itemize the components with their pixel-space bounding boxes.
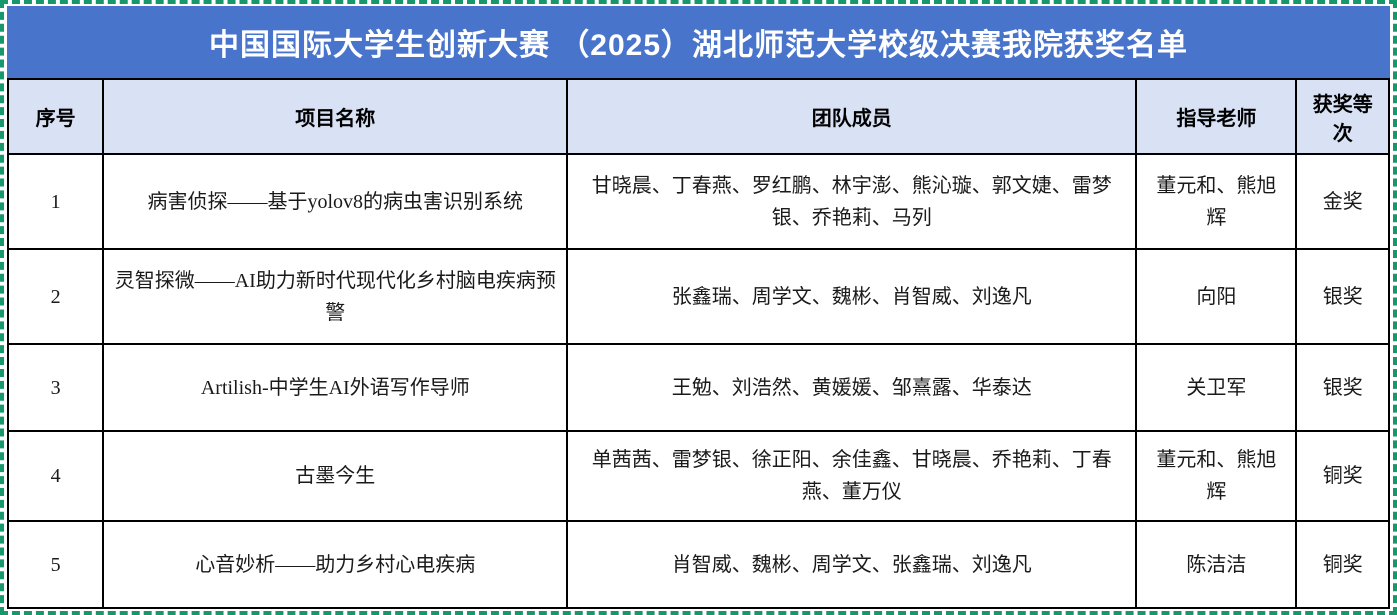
- cell-advisor: 董元和、熊旭辉: [1135, 153, 1298, 250]
- cell-award: 铜奖: [1295, 430, 1390, 522]
- award-table: 序号 项目名称 团队成员 指导老师 获奖等次 1 病害侦探——基于yolov8的…: [6, 78, 1390, 609]
- cell-no: 5: [6, 520, 105, 609]
- cell-project: 灵智探微——AI助力新时代现代化乡村脑电疾病预警: [102, 248, 569, 345]
- table-row: 3 Artilish-中学生AI外语写作导师 王勉、刘浩然、黄媛媛、邹熹露、华泰…: [6, 343, 1390, 432]
- cell-project: 心音妙析——助力乡村心电疾病: [102, 520, 569, 609]
- column-header-advisor: 指导老师: [1135, 78, 1298, 155]
- table-row: 5 心音妙析——助力乡村心电疾病 肖智威、魏彬、周学文、张鑫瑞、刘逸凡 陈洁洁 …: [6, 520, 1390, 609]
- column-header-no: 序号: [6, 78, 105, 155]
- cell-members: 单茜茜、雷梦银、徐正阳、余佳鑫、甘晓晨、乔艳莉、丁春燕、董万仪: [566, 430, 1138, 522]
- cell-project: Artilish-中学生AI外语写作导师: [102, 343, 569, 432]
- cell-project: 古墨今生: [102, 430, 569, 522]
- cell-award: 金奖: [1295, 153, 1390, 250]
- cell-award: 铜奖: [1295, 520, 1390, 609]
- cell-advisor: 关卫军: [1135, 343, 1298, 432]
- cell-no: 2: [6, 248, 105, 345]
- cell-no: 3: [6, 343, 105, 432]
- cell-members: 肖智威、魏彬、周学文、张鑫瑞、刘逸凡: [566, 520, 1138, 609]
- cell-no: 1: [6, 153, 105, 250]
- column-header-members: 团队成员: [566, 78, 1138, 155]
- cell-project: 病害侦探——基于yolov8的病虫害识别系统: [102, 153, 569, 250]
- header-row: 序号 项目名称 团队成员 指导老师 获奖等次: [6, 78, 1390, 155]
- table-row: 2 灵智探微——AI助力新时代现代化乡村脑电疾病预警 张鑫瑞、周学文、魏彬、肖智…: [6, 248, 1390, 345]
- column-header-project: 项目名称: [102, 78, 569, 155]
- cell-advisor: 陈洁洁: [1135, 520, 1298, 609]
- table-row: 1 病害侦探——基于yolov8的病虫害识别系统 甘晓晨、丁春燕、罗红鹏、林宇澎…: [6, 153, 1390, 250]
- cell-no: 4: [6, 430, 105, 522]
- cell-members: 张鑫瑞、周学文、魏彬、肖智威、刘逸凡: [566, 248, 1138, 345]
- cell-advisor: 董元和、熊旭辉: [1135, 430, 1298, 522]
- table-row: 4 古墨今生 单茜茜、雷梦银、徐正阳、余佳鑫、甘晓晨、乔艳莉、丁春燕、董万仪 董…: [6, 430, 1390, 522]
- cell-members: 王勉、刘浩然、黄媛媛、邹熹露、华泰达: [566, 343, 1138, 432]
- cell-advisor: 向阳: [1135, 248, 1298, 345]
- cell-award: 银奖: [1295, 343, 1390, 432]
- cell-members: 甘晓晨、丁春燕、罗红鹏、林宇澎、熊沁璇、郭文婕、雷梦银、乔艳莉、马列: [566, 153, 1138, 250]
- cell-award: 银奖: [1295, 248, 1390, 345]
- column-header-award: 获奖等次: [1295, 78, 1390, 155]
- table-title: 中国国际大学生创新大赛 （2025）湖北师范大学校级决赛我院获奖名单: [7, 6, 1390, 78]
